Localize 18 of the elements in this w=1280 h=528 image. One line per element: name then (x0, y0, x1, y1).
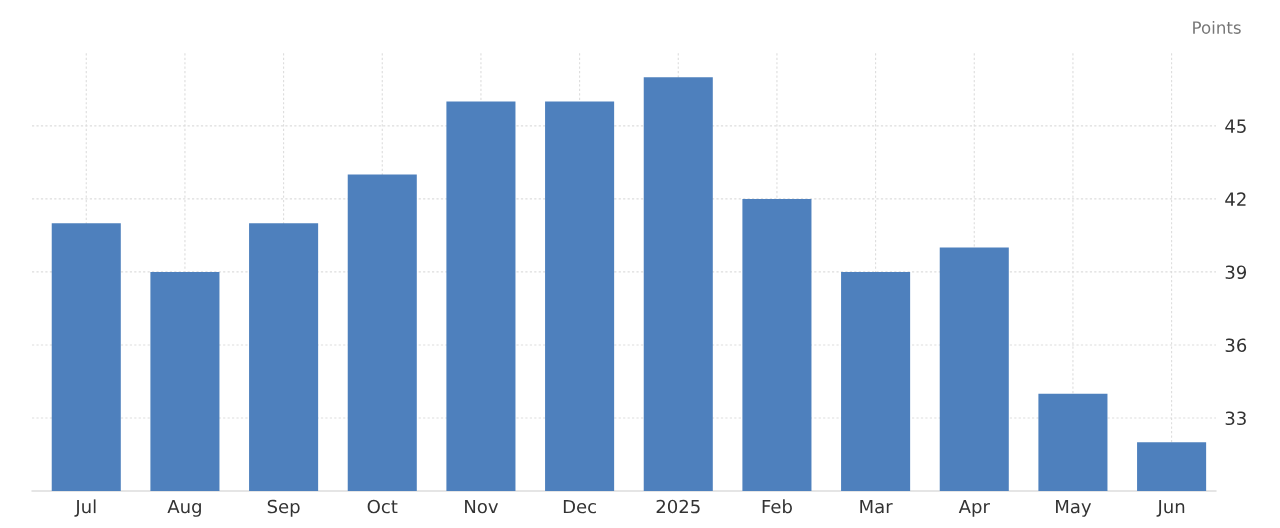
x-tick-label: Jun (1156, 499, 1185, 517)
x-tick-label: Apr (958, 499, 990, 517)
x-tick-label: Oct (367, 499, 398, 514)
x-tick-label: Aug (167, 499, 201, 517)
x-tick-label: Dec (563, 499, 596, 514)
x-tick-label: 2025 (656, 499, 700, 514)
x-tick-label: Feb (762, 499, 792, 514)
y-axis-title: Points (1193, 20, 1241, 34)
y-tick-label: 33 (1225, 411, 1246, 426)
x-tick-label: Jul (74, 499, 96, 517)
x-tick-label: May (1056, 499, 1092, 517)
y-tick-label: 45 (1225, 119, 1246, 133)
y-tick-label: 39 (1225, 265, 1247, 280)
y-tick-label: 42 (1225, 192, 1246, 206)
y-tick-label: 36 (1225, 338, 1247, 353)
x-tick-label: Sep (267, 499, 300, 517)
x-tick-label: Nov (465, 499, 499, 514)
x-tick-label: Mar (860, 499, 893, 514)
